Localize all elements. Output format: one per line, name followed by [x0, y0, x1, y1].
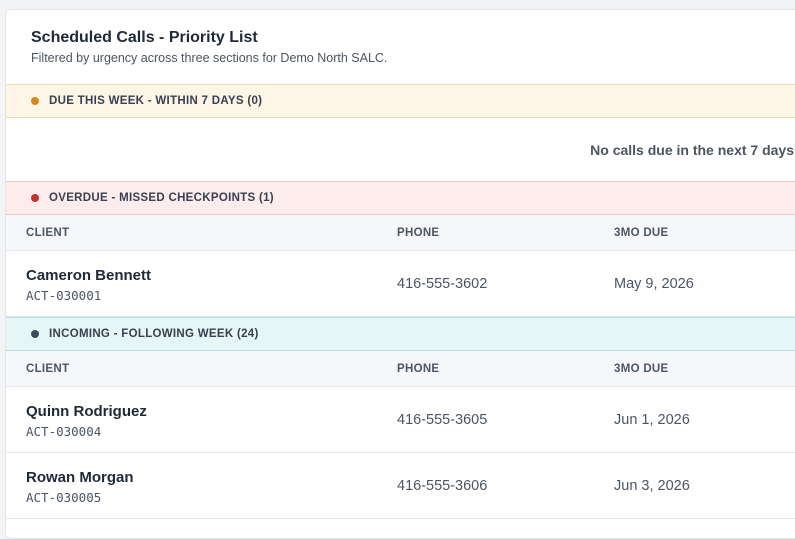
incoming-table-header: CLIENT PHONE 3MO DUE	[6, 351, 795, 387]
card-header: Scheduled Calls - Priority List Filtered…	[6, 10, 795, 84]
page-subtitle: Filtered by urgency across three section…	[31, 51, 388, 65]
client-id: ACT-030001	[26, 288, 102, 303]
column-header-phone[interactable]: PHONE	[397, 227, 440, 239]
table-row[interactable]: Rowan Morgan ACT-030005 416-555-3606 Jun…	[6, 453, 795, 519]
section-incoming-label: INCOMING - FOLLOWING WEEK (24)	[49, 328, 259, 340]
client-phone[interactable]: 416-555-3602	[397, 276, 488, 292]
due-status-dot-icon	[31, 97, 39, 105]
client-name[interactable]: Quinn Rodriguez	[26, 403, 147, 420]
overdue-table-header: CLIENT PHONE 3MO DUE	[6, 215, 795, 251]
page-title: Scheduled Calls - Priority List	[31, 29, 258, 46]
section-incoming-header[interactable]: INCOMING - FOLLOWING WEEK (24)	[6, 317, 795, 351]
overdue-status-dot-icon	[31, 194, 39, 202]
client-phone[interactable]: 416-555-3605	[397, 412, 488, 428]
column-header-client[interactable]: CLIENT	[26, 227, 70, 239]
client-name[interactable]: Rowan Morgan	[26, 469, 134, 486]
client-phone[interactable]: 416-555-3606	[397, 478, 488, 494]
incoming-status-dot-icon	[31, 330, 39, 338]
due-empty-state: No calls due in the next 7 days	[590, 141, 794, 158]
client-id: ACT-030004	[26, 424, 102, 439]
section-overdue-header[interactable]: OVERDUE - MISSED CHECKPOINTS (1)	[6, 181, 795, 215]
section-overdue-label: OVERDUE - MISSED CHECKPOINTS (1)	[49, 192, 274, 204]
client-3mo-due: Jun 3, 2026	[614, 478, 690, 494]
client-name[interactable]: Cameron Bennett	[26, 267, 152, 284]
column-header-3mo-due[interactable]: 3MO DUE	[614, 227, 669, 239]
column-header-phone[interactable]: PHONE	[397, 363, 440, 375]
client-id: ACT-030005	[26, 490, 102, 505]
section-due-label: DUE THIS WEEK - WITHIN 7 DAYS (0)	[49, 95, 263, 107]
client-3mo-due: May 9, 2026	[614, 276, 694, 292]
section-due-header[interactable]: DUE THIS WEEK - WITHIN 7 DAYS (0)	[6, 84, 795, 118]
client-3mo-due: Jun 1, 2026	[614, 412, 690, 428]
column-header-3mo-due[interactable]: 3MO DUE	[614, 363, 669, 375]
column-header-client[interactable]: CLIENT	[26, 363, 70, 375]
table-row[interactable]: Quinn Rodriguez ACT-030004 416-555-3605 …	[6, 387, 795, 453]
priority-list-card: Scheduled Calls - Priority List Filtered…	[5, 9, 795, 539]
table-row[interactable]: Cameron Bennett ACT-030001 416-555-3602 …	[6, 251, 795, 317]
